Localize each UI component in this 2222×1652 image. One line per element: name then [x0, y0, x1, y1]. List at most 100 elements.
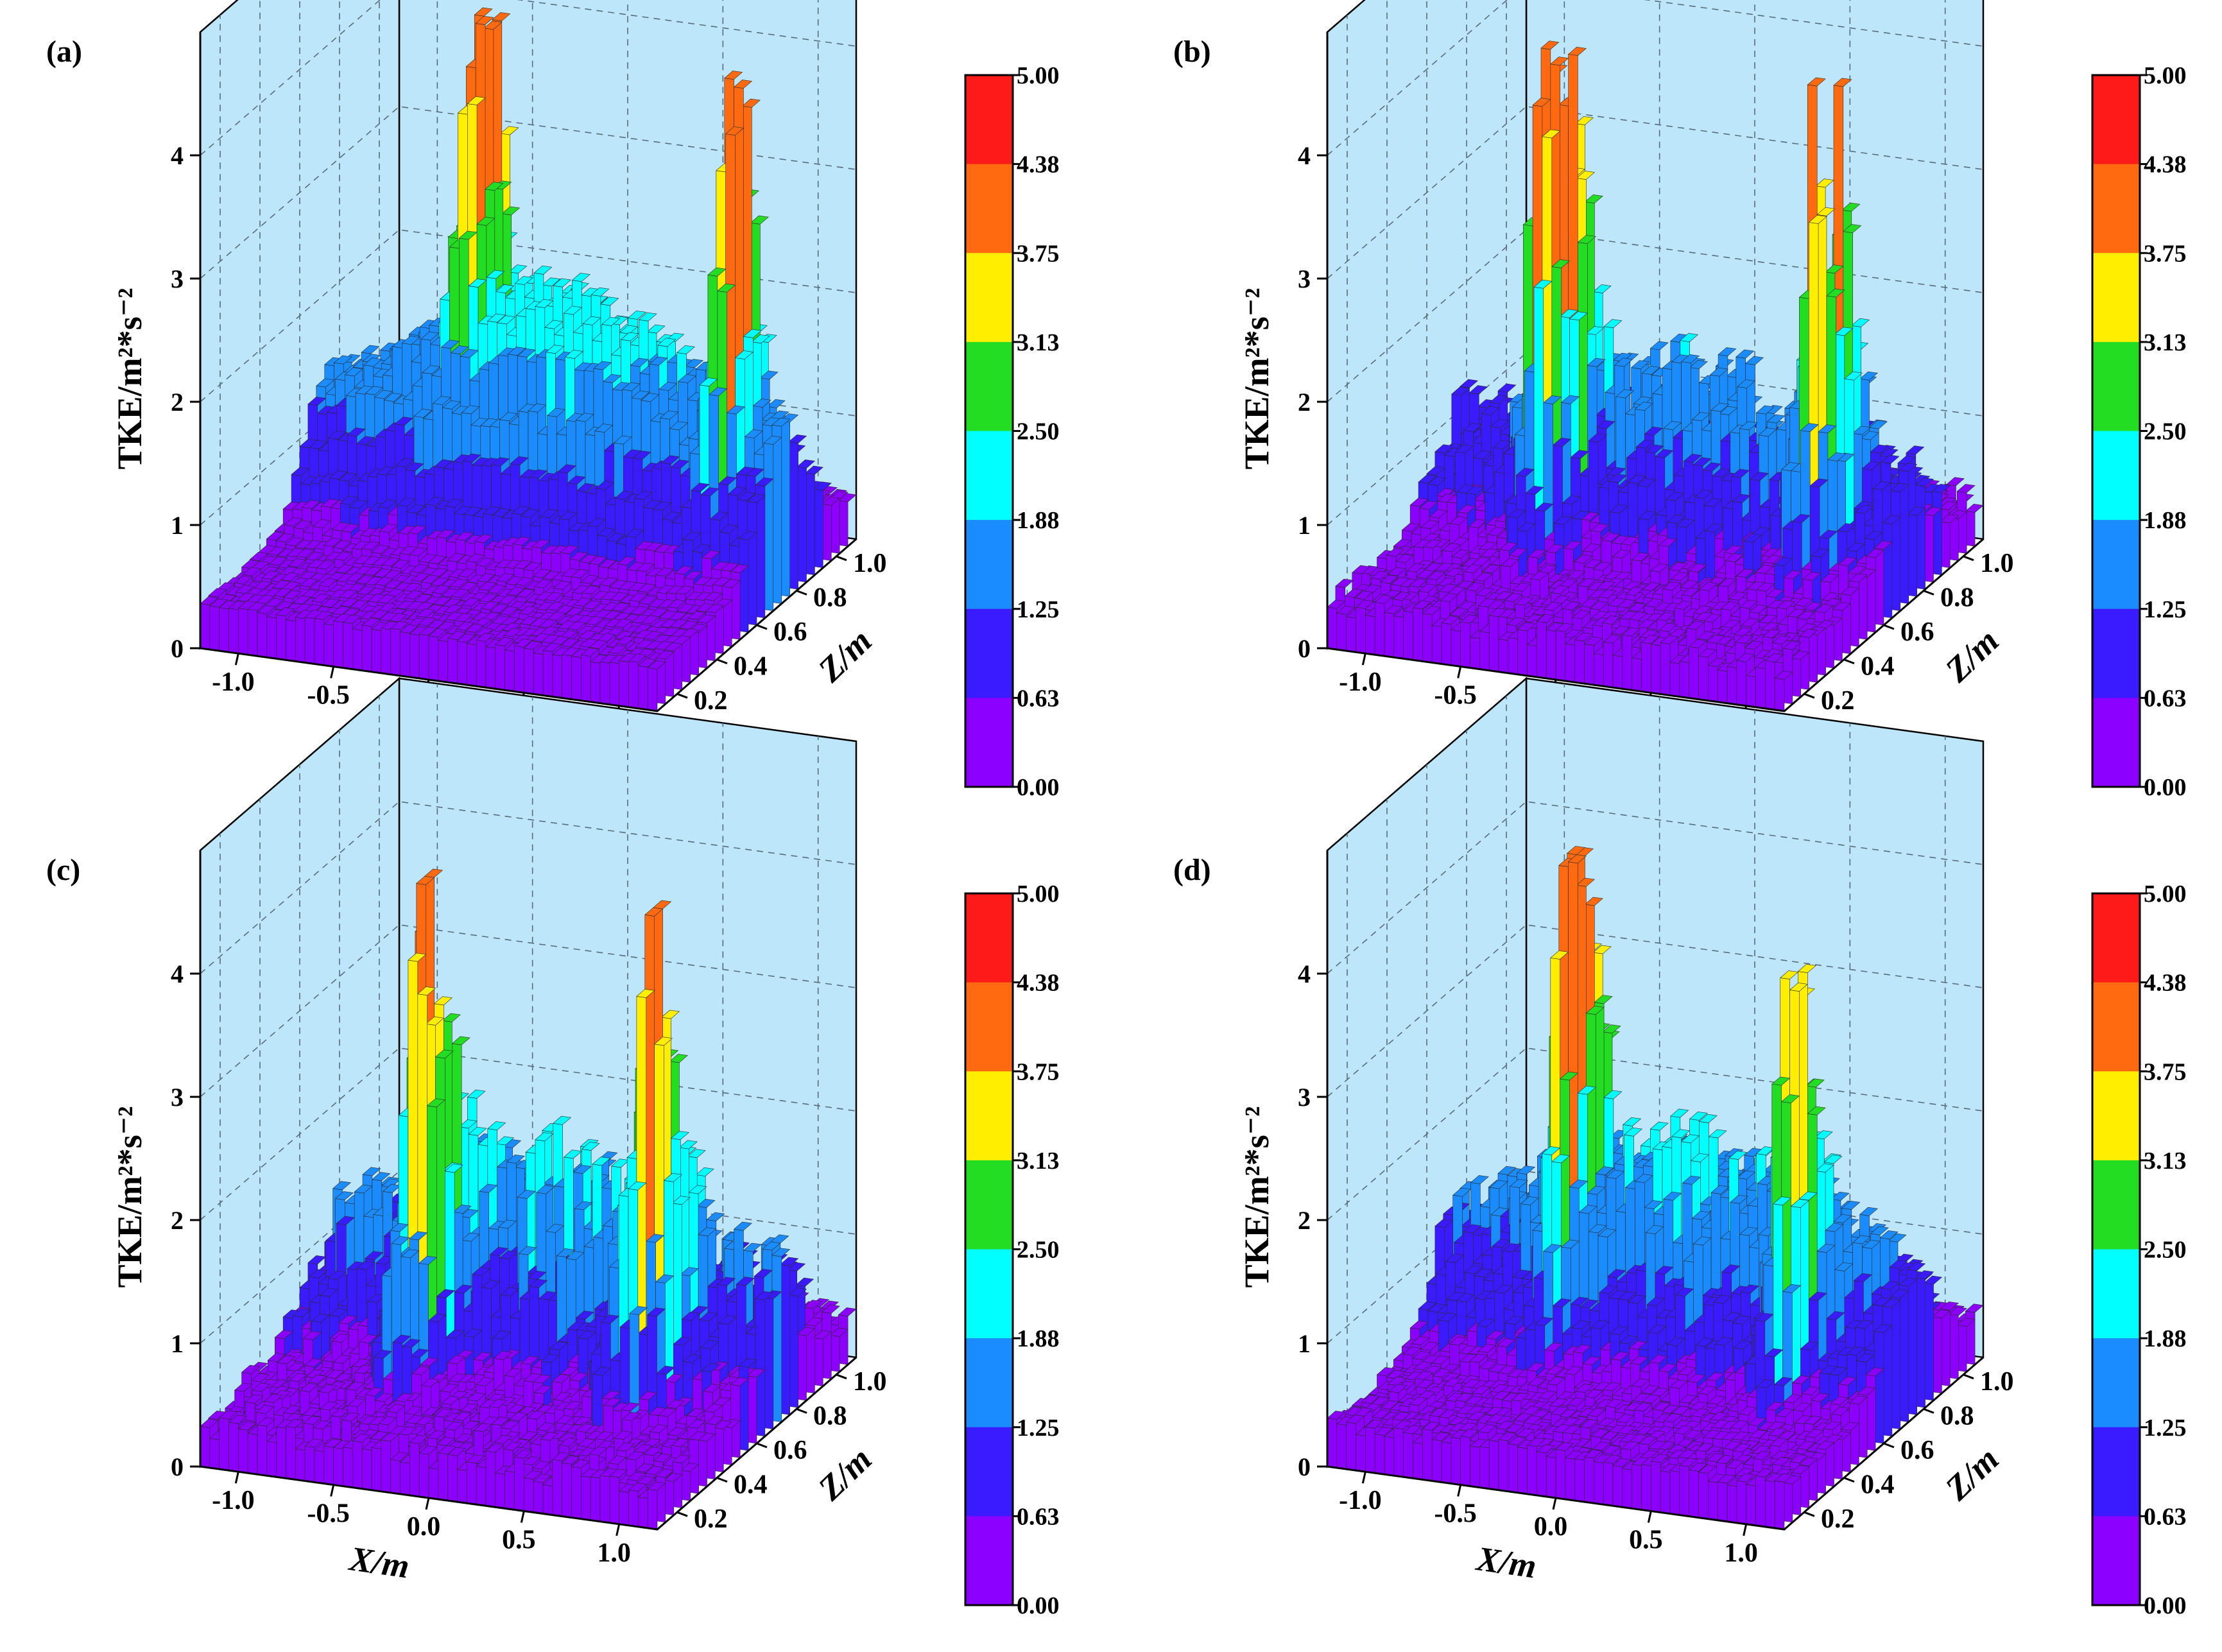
surface-bar [1642, 642, 1651, 693]
surface-bar [1756, 667, 1766, 709]
surface-bar [1365, 615, 1375, 655]
colorbar-segment [965, 75, 1013, 164]
z-tick-label: 0.8 [1940, 583, 1974, 612]
surface-bar [1537, 621, 1546, 678]
surface-bar [372, 630, 381, 673]
surface-bar [1613, 655, 1623, 689]
surface-bar [438, 641, 448, 682]
surface-bar [1575, 640, 1585, 684]
surface-bar [295, 617, 305, 663]
surface-bar [1442, 623, 1451, 666]
surface-bar [838, 501, 848, 546]
surface-bar [400, 632, 410, 677]
surface-bar [1882, 523, 1892, 618]
surface-bar [1384, 612, 1394, 657]
y-tick-label: 0 [1298, 634, 1311, 663]
colorbar-tick-label: 4.38 [2144, 151, 2187, 178]
y-tick-label: 0 [171, 634, 184, 663]
surface-bar [638, 666, 648, 710]
z-tick-label: 0.2 [1821, 686, 1855, 716]
colorbar-tick-label: 2.50 [1017, 418, 1060, 445]
surface-bar [1791, 658, 1801, 697]
surface-bar [590, 662, 600, 703]
surface-bar [505, 650, 515, 691]
panel-label: (b) [1173, 35, 1211, 69]
surface-bar [476, 641, 486, 688]
colorbar-tick-label: 3.13 [1017, 329, 1060, 356]
z-tick [1924, 590, 1934, 594]
z-tick-label: 0.2 [694, 686, 728, 716]
surface-bar [200, 604, 210, 650]
surface-bar [739, 538, 748, 632]
surface-bar [533, 653, 543, 695]
surface-bar [581, 655, 590, 702]
x-tick-label: -0.5 [1434, 681, 1477, 710]
colorbar-tick-label: 3.75 [1017, 240, 1060, 267]
surface-bar [1404, 611, 1413, 660]
surface-bar [562, 655, 572, 700]
surface-bar [838, 1315, 848, 1365]
z-tick-label: 0.8 [813, 583, 847, 612]
surface-bar [1866, 556, 1875, 633]
colorbar-tick-label: 0.63 [1017, 685, 1060, 712]
chart-panel-0: 01234-1.0-0.50.00.51.00.20.40.60.81.0X/m… [46, 0, 1060, 801]
colorbar-segment [965, 342, 1013, 431]
colorbar-segment [965, 253, 1013, 342]
surface-bar [1708, 666, 1718, 702]
y-tick-label: 1 [171, 511, 184, 540]
surface-bar [689, 632, 699, 676]
surface-bar [1891, 490, 1900, 611]
colorbar-tick-label: 0.00 [1017, 774, 1060, 801]
x-tick-label: -1.0 [212, 667, 255, 697]
surface-bar [467, 644, 476, 686]
chart-panel-1: 01234-1.0-0.50.00.51.00.20.40.60.81.0X/m… [1173, 0, 2187, 801]
surface-bar [797, 467, 807, 582]
z-tick [836, 556, 847, 560]
z-tick [797, 590, 807, 594]
z-tick-label: 1.0 [853, 549, 887, 578]
surface-bar [747, 501, 757, 625]
surface-bar [381, 628, 391, 675]
surface-bar [1489, 615, 1499, 672]
surface-bar [391, 628, 400, 676]
surface-bar [334, 621, 343, 668]
surface-bar [1347, 617, 1356, 652]
surface-bar [314, 619, 324, 666]
colorbar-tick-label: 3.13 [2144, 329, 2187, 356]
surface-bar [343, 622, 353, 669]
surface-bar [629, 661, 639, 709]
surface-bar [553, 655, 562, 698]
surface-bar [1825, 624, 1834, 668]
surface-bar [267, 617, 277, 658]
surface-bar [429, 636, 438, 681]
surface-bar [1479, 632, 1489, 671]
colorbar-segment [2092, 253, 2140, 342]
surface-bar [1916, 485, 1925, 590]
z-tick [1963, 556, 1974, 560]
surface-bar [714, 606, 724, 654]
surface-bar [1451, 630, 1461, 667]
surface-bar [324, 624, 334, 667]
surface-bar [1632, 658, 1642, 691]
colorbar-tick-label: 1.25 [2144, 596, 2187, 623]
surface-bar [1499, 639, 1508, 673]
z-tick-label: 0.6 [773, 617, 807, 647]
surface-bar [220, 608, 229, 652]
colorbar-tick-label: 1.25 [1017, 596, 1060, 623]
surface-bar [515, 646, 524, 693]
z-tick [717, 660, 727, 664]
surface-bar [1924, 514, 1934, 582]
colorbar-segment [2092, 609, 2140, 698]
x-tick-label: -0.5 [307, 681, 350, 710]
z-tick-label: 0.4 [1861, 652, 1895, 682]
surface-bar [1470, 637, 1480, 669]
y-tick-label: 3 [171, 264, 184, 293]
surface-bar [1528, 645, 1537, 677]
surface-bar [822, 504, 831, 560]
surface-bar [1718, 670, 1727, 703]
surface-bar [1327, 607, 1337, 650]
colorbar-tick-label: 1.88 [1017, 507, 1060, 534]
surface-bar [1800, 636, 1809, 689]
colorbar-segment [965, 609, 1013, 698]
